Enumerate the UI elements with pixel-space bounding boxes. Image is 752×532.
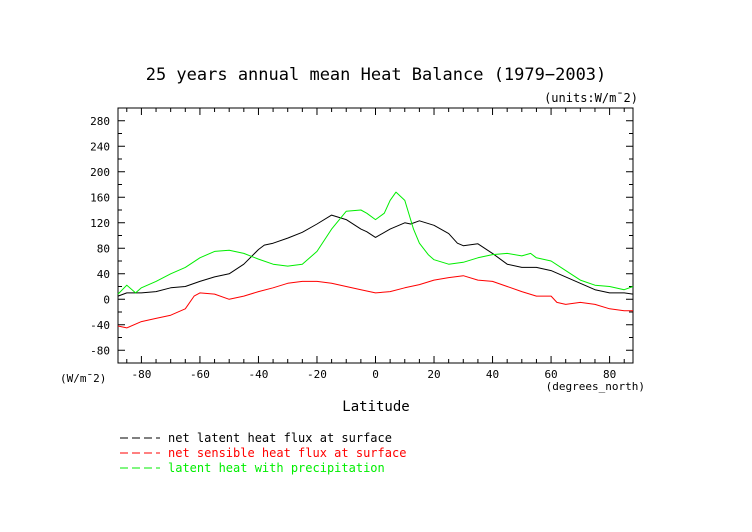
x-tick-label: -60 (190, 368, 210, 381)
series-line-2 (117, 275, 633, 329)
y-tick-label: -40 (90, 319, 110, 332)
units-note: (units:W/m¯2) (544, 91, 638, 105)
x-tick-label: 40 (486, 368, 499, 381)
series-line-3 (117, 191, 634, 295)
x-tick-label: 80 (603, 368, 616, 381)
legend-label: net latent heat flux at surface (168, 431, 392, 445)
y-tick-label: 120 (90, 217, 110, 230)
x-tick-label: -80 (131, 368, 151, 381)
x-tick-label: -20 (307, 368, 327, 381)
y-tick-label: 40 (97, 268, 110, 281)
y-tick-label: 200 (90, 166, 110, 179)
y-tick-label: 280 (90, 115, 110, 128)
series-line-1 (117, 214, 634, 297)
axis-ticks: 280 240 200 160 120 80 40 0 -40 -80 -80 -60 -40 -20 0 2… (90, 107, 633, 381)
x-tick-label: 20 (427, 368, 440, 381)
x-tick-label: -40 (249, 368, 269, 381)
legend-label: net sensible heat flux at surface (168, 446, 406, 460)
series-lines (117, 191, 634, 329)
y-tick-label: 240 (90, 140, 110, 153)
chart-title: 25 years annual mean Heat Balance (1979−… (146, 65, 607, 85)
y-axis-unit-label: (W/m¯2) (60, 372, 106, 385)
y-tick-label: -80 (90, 344, 110, 357)
y-tick-label: 80 (97, 242, 110, 255)
x-tick-label: 0 (372, 368, 379, 381)
x-tick-label: 60 (544, 368, 557, 381)
y-tick-label: 0 (103, 293, 110, 306)
x-axis-unit-label: (degrees_north) (546, 380, 645, 393)
x-axis-title: Latitude (342, 399, 409, 415)
y-tick-label: 160 (90, 191, 110, 204)
plot-frame (117, 107, 634, 364)
legend-label: latent heat with precipitation (168, 461, 385, 475)
